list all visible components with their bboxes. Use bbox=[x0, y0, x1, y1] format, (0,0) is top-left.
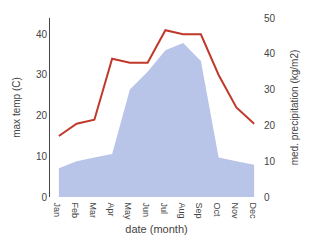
svg-text:Sep: Sep bbox=[194, 203, 204, 219]
svg-text:Dec: Dec bbox=[248, 203, 258, 220]
svg-text:Jan: Jan bbox=[52, 203, 62, 218]
svg-text:40: 40 bbox=[264, 48, 276, 59]
svg-text:Nov: Nov bbox=[230, 203, 240, 220]
svg-text:max temp (C): max temp (C) bbox=[11, 77, 22, 138]
svg-text:Aug: Aug bbox=[177, 203, 187, 219]
svg-text:Feb: Feb bbox=[70, 203, 80, 219]
svg-text:30: 30 bbox=[264, 84, 276, 95]
svg-text:0: 0 bbox=[264, 192, 270, 203]
svg-text:10: 10 bbox=[36, 151, 48, 162]
svg-text:date (month): date (month) bbox=[125, 223, 187, 235]
svg-text:50: 50 bbox=[264, 13, 276, 24]
svg-text:10: 10 bbox=[264, 156, 276, 167]
svg-text:Oct: Oct bbox=[212, 203, 222, 218]
svg-text:30: 30 bbox=[36, 69, 48, 80]
svg-text:0: 0 bbox=[41, 192, 47, 203]
svg-text:Mar: Mar bbox=[88, 203, 98, 219]
svg-text:40: 40 bbox=[36, 29, 48, 40]
svg-text:20: 20 bbox=[36, 110, 48, 121]
svg-text:Jul: Jul bbox=[159, 203, 169, 215]
svg-text:med. precipitation (kg/m2): med. precipitation (kg/m2) bbox=[289, 50, 300, 166]
svg-text:Jun: Jun bbox=[141, 203, 151, 218]
svg-text:Apr: Apr bbox=[106, 203, 116, 217]
svg-text:May: May bbox=[123, 203, 133, 221]
svg-text:20: 20 bbox=[264, 120, 276, 131]
